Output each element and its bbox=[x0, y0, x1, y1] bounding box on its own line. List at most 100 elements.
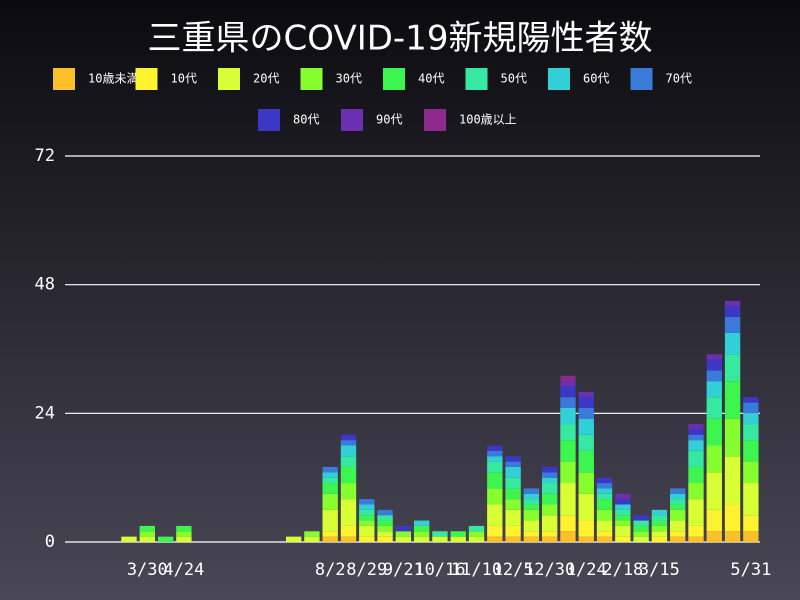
bar-segment bbox=[304, 536, 320, 542]
bar-segment bbox=[377, 536, 393, 542]
bar-segment bbox=[688, 483, 704, 500]
legend-swatch bbox=[465, 68, 488, 90]
bar-segment bbox=[322, 472, 338, 478]
bar-segment bbox=[359, 499, 375, 505]
bar-segment bbox=[670, 499, 686, 505]
legend-swatch bbox=[548, 68, 570, 90]
bar-segment bbox=[596, 499, 613, 510]
bar-segment bbox=[670, 509, 686, 521]
x-tick-label: 11/10 bbox=[451, 560, 502, 580]
bar-segment bbox=[340, 483, 357, 500]
bar-segment bbox=[487, 445, 503, 451]
bar-segment bbox=[724, 300, 741, 307]
bar-segment bbox=[724, 306, 741, 317]
legend-label: 80代 bbox=[293, 113, 319, 127]
bar-segment bbox=[743, 402, 759, 414]
bar-segment bbox=[596, 509, 613, 521]
bar-segment bbox=[615, 536, 631, 542]
bar-segment bbox=[706, 509, 722, 532]
bar-segment bbox=[560, 461, 576, 484]
bar-segment bbox=[468, 525, 485, 532]
bar-segment bbox=[596, 520, 613, 532]
bar-segment bbox=[560, 515, 576, 532]
bar-segment bbox=[505, 536, 521, 542]
bar-segment bbox=[651, 515, 668, 521]
legend-swatch bbox=[424, 109, 446, 131]
bar-segment bbox=[377, 520, 393, 526]
bar-segment bbox=[487, 488, 503, 505]
bar-segment bbox=[285, 536, 302, 542]
bar-segment bbox=[450, 531, 466, 537]
bar-segment bbox=[487, 536, 503, 542]
bar-segment bbox=[578, 520, 594, 537]
bar-segment bbox=[688, 525, 704, 537]
bar-segment bbox=[505, 499, 521, 510]
bar-segment bbox=[560, 375, 576, 382]
bar-segment bbox=[688, 450, 704, 467]
bar-segment bbox=[706, 531, 722, 542]
bar-segment bbox=[413, 525, 430, 532]
bar-segment bbox=[541, 493, 558, 505]
bar-segment bbox=[596, 493, 613, 500]
bar-segment bbox=[578, 418, 594, 435]
bar-segment bbox=[615, 525, 631, 537]
bar-segment bbox=[743, 531, 759, 542]
bar-segment bbox=[413, 531, 430, 537]
bar-segment bbox=[706, 397, 722, 419]
bar-segment bbox=[340, 440, 357, 446]
bar-segment bbox=[322, 536, 338, 542]
bar-segment bbox=[322, 477, 338, 484]
bar-segment bbox=[523, 488, 540, 494]
bar-segment bbox=[487, 461, 503, 473]
bar-segment bbox=[688, 429, 704, 435]
legend-swatch bbox=[53, 68, 75, 90]
y-tick-label: 24 bbox=[35, 403, 55, 423]
x-tick-label: 3/15 bbox=[639, 560, 680, 580]
bar-segment bbox=[743, 413, 759, 425]
bar-segment bbox=[560, 531, 576, 542]
bar-segment bbox=[340, 456, 357, 467]
legend-label: 70代 bbox=[666, 72, 692, 86]
bar-segment bbox=[487, 472, 503, 489]
legend-label: 100歳以上 bbox=[459, 113, 517, 127]
legend-label: 60代 bbox=[583, 72, 609, 86]
bar-segment bbox=[724, 418, 741, 457]
bar-segment bbox=[706, 381, 722, 398]
x-tick-label: 12/30 bbox=[524, 560, 575, 580]
bar-segment bbox=[688, 466, 704, 484]
bar-segment bbox=[322, 483, 338, 494]
bar-segment bbox=[322, 493, 338, 510]
y-tick-label: 48 bbox=[35, 275, 55, 295]
x-tick-label: 5/31 bbox=[730, 560, 771, 580]
bar-segment bbox=[505, 525, 521, 537]
bar-segment bbox=[468, 531, 485, 537]
legend-swatch bbox=[135, 68, 158, 90]
bar-segment bbox=[395, 531, 412, 537]
bar-segment bbox=[121, 536, 137, 542]
bar-segment bbox=[578, 397, 594, 408]
bar-segment bbox=[377, 509, 393, 516]
bar-segment bbox=[706, 359, 722, 371]
x-tick-label: 12/5 bbox=[493, 560, 534, 580]
x-tick-label: 2/18 bbox=[602, 560, 643, 580]
bar-segment bbox=[633, 515, 649, 521]
x-tick-label: 3/30 bbox=[127, 560, 168, 580]
x-tick-label: 10/16 bbox=[414, 560, 465, 580]
bar-segment bbox=[505, 466, 521, 478]
bar-segment bbox=[523, 499, 540, 505]
bar-segment bbox=[743, 440, 759, 462]
bar-segment bbox=[505, 461, 521, 467]
bar-segment bbox=[743, 461, 759, 484]
bar-segment bbox=[560, 407, 576, 425]
x-tick-label: 8/29 bbox=[346, 560, 387, 580]
legend-label: 90代 bbox=[376, 113, 402, 127]
bar-segment bbox=[395, 525, 412, 532]
bar-segment bbox=[670, 504, 686, 510]
bar-segment bbox=[139, 536, 155, 542]
bar-segment bbox=[743, 515, 759, 532]
bar-segment bbox=[359, 520, 375, 526]
bar-segment bbox=[688, 499, 704, 526]
bar-segment bbox=[560, 424, 576, 441]
bar-segment bbox=[505, 509, 521, 526]
bar-segment bbox=[322, 466, 338, 473]
